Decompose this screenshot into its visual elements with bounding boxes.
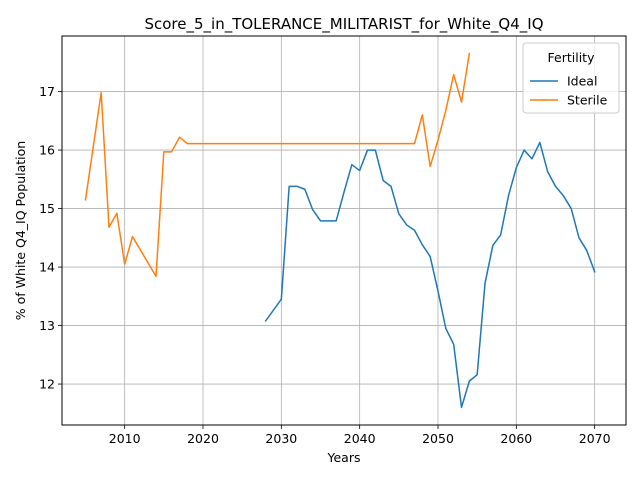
legend: Fertility Ideal Sterile bbox=[522, 42, 620, 114]
y-tick-label: 15 bbox=[39, 201, 55, 216]
x-tick-label: 2040 bbox=[344, 431, 376, 446]
legend-title: Fertility bbox=[548, 50, 596, 65]
y-tick-label: 14 bbox=[39, 260, 55, 275]
y-tick-label: 12 bbox=[39, 377, 55, 392]
series-lines bbox=[84, 52, 596, 409]
legend-label-sterile: Sterile bbox=[567, 93, 608, 108]
x-tick-label: 2020 bbox=[187, 431, 219, 446]
x-axis-label: Years bbox=[327, 450, 361, 465]
series-line-ideal bbox=[264, 141, 596, 409]
chart-title: Score_5_in_TOLERANCE_MILITARIST_for_Whit… bbox=[144, 15, 543, 34]
legend-label-ideal: Ideal bbox=[567, 74, 597, 89]
x-tick-label: 2030 bbox=[265, 431, 297, 446]
series-line-sterile bbox=[84, 52, 471, 278]
x-tick-label: 2060 bbox=[500, 431, 532, 446]
y-tick-label: 13 bbox=[39, 318, 55, 333]
y-tick-label: 16 bbox=[39, 143, 55, 158]
plot-frame bbox=[61, 35, 627, 426]
axis-ticks: 2010 2020 2030 2040 2050 2060 2070 12 13 14 15 16 17 bbox=[39, 84, 611, 446]
legend-box bbox=[522, 42, 620, 114]
y-tick-label: 17 bbox=[39, 84, 55, 99]
x-tick-label: 2050 bbox=[422, 431, 454, 446]
y-axis-label: % of White Q4_IQ Population bbox=[13, 141, 28, 320]
x-tick-label: 2070 bbox=[579, 431, 611, 446]
x-tick-label: 2010 bbox=[109, 431, 141, 446]
grid bbox=[62, 36, 626, 425]
